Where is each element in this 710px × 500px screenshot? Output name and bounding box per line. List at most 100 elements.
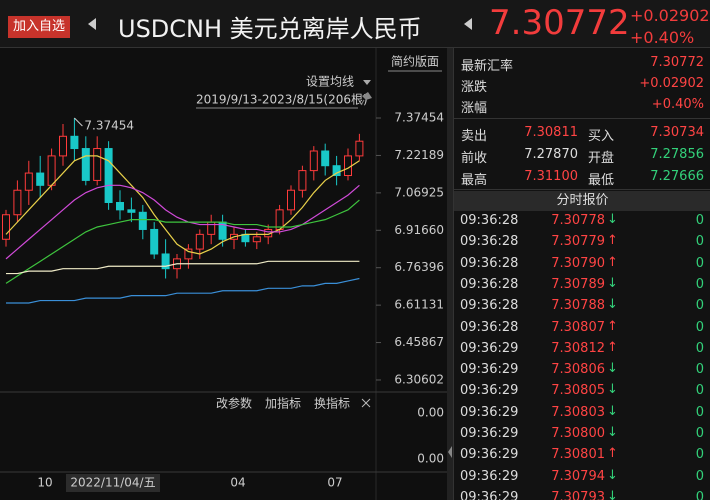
quote-panel: 分时报价 最新汇率 7.30772 涨跌 +0.02902 涨幅 +0.40% 卖出 7.30… [453, 48, 710, 500]
x-tick-label: 2022/11/04/五 [70, 476, 155, 490]
tick-price: 7.30779 [551, 234, 605, 250]
candle-body [138, 211, 147, 230]
max-annotation: 7.37454 [84, 119, 134, 133]
next-arrow[interactable] [462, 16, 474, 32]
y-tick-label: 6.91660 [394, 223, 444, 237]
candle-body [127, 209, 136, 213]
ma-line [6, 277, 360, 304]
ma-line [5, 155, 360, 255]
tick-volume: 0 [695, 255, 704, 271]
tick-arrow: ↑ [607, 233, 618, 249]
y-tick-label: 7.22189 [394, 148, 444, 162]
header: 加入自选 USDCNH 美元兑离岸人民币 7.30772 +0.02902 +0… [0, 0, 710, 48]
tick-arrow: ↓ [607, 361, 618, 377]
y-tick-label: 6.61131 [394, 298, 444, 312]
dropdown-icon[interactable] [363, 80, 371, 85]
candle-body [344, 155, 352, 177]
quote-label: 买入 [588, 129, 615, 144]
tick-time: 09:36:29 [460, 447, 519, 463]
tick-arrow: ↓ [607, 403, 618, 419]
tick-volume: 0 [695, 426, 704, 441]
quote-value: 7.27870 [524, 147, 578, 162]
layout-toggle[interactable]: 简约版面 [391, 54, 439, 69]
quote-value: 7.30734 [650, 125, 704, 140]
lower-tick-label: 0.00 [417, 452, 444, 466]
scrollbar[interactable] [447, 48, 453, 500]
quote-label: 最高 [461, 173, 488, 188]
tick-volume: 0 [695, 340, 704, 356]
tick-arrow: ↑ [607, 446, 618, 462]
tick-time: 09:36:28 [460, 213, 519, 228]
tick-price: 7.30806 [551, 362, 605, 378]
quote-label: 最低 [588, 173, 615, 188]
ma-setting[interactable]: 设置均线 [306, 75, 354, 89]
tick-time: 09:36:29 [460, 362, 519, 378]
add-watchlist-button[interactable]: 加入自选 [8, 16, 71, 38]
tick-price: 7.30801 [551, 447, 605, 463]
candle-body [321, 150, 330, 167]
ticks-title: 分时报价 [454, 191, 710, 211]
tick-time: 09:36:28 [460, 234, 519, 250]
quote-label: 涨跌 [461, 80, 488, 95]
close-icon[interactable] [361, 398, 371, 408]
y-tick-label: 6.30602 [394, 372, 444, 386]
lower-tick-label: 0.00 [417, 406, 444, 420]
candle-body [298, 170, 307, 191]
cursor-date-box [66, 474, 160, 492]
candle-body [2, 214, 10, 240]
candle-body [207, 221, 216, 235]
candle-body [287, 189, 295, 211]
pin-icon[interactable] [360, 92, 372, 106]
tick-time: 09:36:28 [460, 319, 519, 335]
tick-time: 09:36:29 [460, 383, 519, 399]
indicator-button[interactable]: 加指标 [265, 396, 301, 411]
tick-price: 7.30789 [551, 276, 605, 292]
candle-body [150, 228, 159, 255]
x-tick-label: 10 [37, 476, 52, 490]
candle-body [104, 148, 113, 203]
indicator-button[interactable]: 改参数 [216, 396, 252, 411]
quote-label: 前收 [461, 151, 488, 166]
tick-time: 09:36:28 [460, 255, 519, 271]
last-price: 7.30772 [489, 3, 630, 43]
candle-body [24, 172, 33, 191]
tick-price: 7.30793 [551, 489, 605, 500]
candle-body [332, 165, 341, 177]
tick-arrow: ↓ [607, 297, 618, 313]
kline-chart: 简约版面 设置均线 2019/9/13-2023/8/15(206根) 7.37… [0, 48, 453, 500]
tick-volume: 0 [695, 276, 704, 292]
prev-arrow[interactable] [86, 16, 98, 32]
x-tick-label: 07 [327, 476, 342, 490]
y-tick-label: 7.06925 [394, 185, 444, 199]
quote-value: 7.27856 [650, 147, 704, 162]
tick-price: 7.30778 [551, 213, 605, 228]
tick-volume: 0 [695, 447, 704, 463]
candle-body [116, 201, 124, 211]
divider [454, 189, 710, 190]
indicator-button[interactable]: 换指标 [314, 396, 350, 411]
scroll-arrow[interactable] [448, 446, 452, 458]
quote-value: 7.31100 [524, 169, 578, 184]
max-pointer [74, 117, 83, 127]
tick-volume: 0 [695, 489, 704, 500]
tick-arrow: ↓ [607, 212, 618, 227]
candle-body [93, 148, 102, 181]
candle-body [70, 135, 79, 150]
tick-volume: 0 [695, 362, 704, 378]
tick-volume: 0 [695, 319, 704, 335]
candle-body [13, 189, 22, 216]
y-tick-label: 6.45867 [394, 335, 444, 349]
candle-body [161, 253, 170, 270]
tick-arrow: ↑ [607, 254, 618, 270]
tick-time: 09:36:29 [460, 404, 519, 420]
quote-label: 开盘 [588, 151, 615, 166]
tick-volume: 0 [695, 234, 704, 250]
range-label: 2019/9/13-2023/8/15(206根) [196, 93, 368, 107]
tick-time: 09:36:29 [460, 340, 519, 356]
tick-time: 09:36:28 [460, 276, 519, 292]
candle-body [47, 155, 56, 186]
tick-price: 7.30805 [551, 383, 605, 399]
tick-price: 7.30807 [551, 319, 605, 335]
tick-arrow: ↓ [607, 275, 618, 291]
